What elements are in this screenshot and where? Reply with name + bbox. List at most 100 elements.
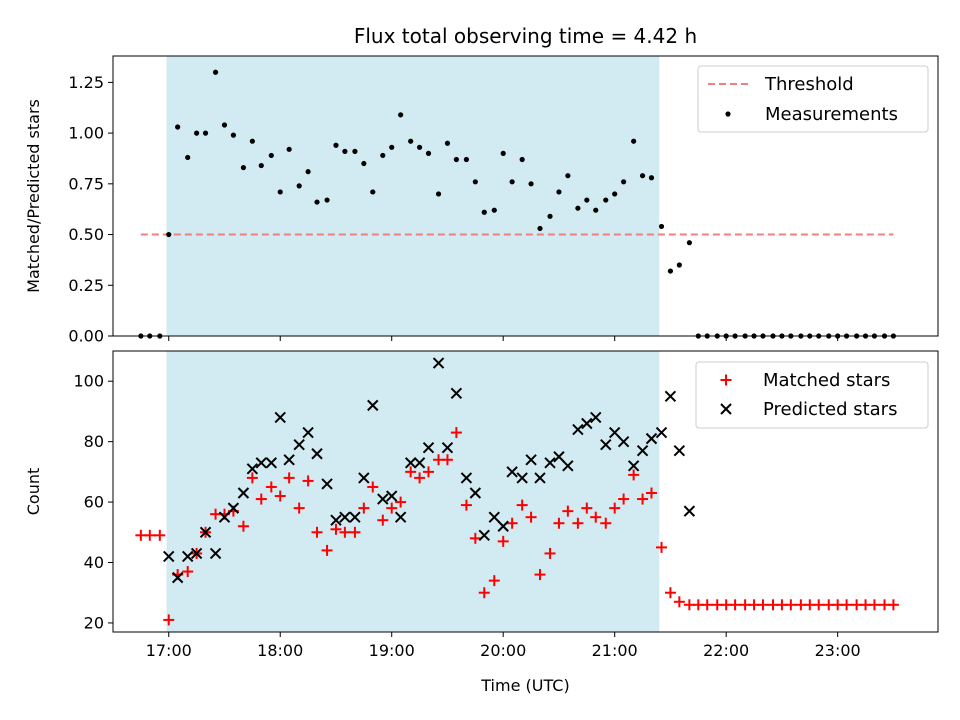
measurement-point <box>667 268 674 274</box>
predicted-point <box>321 478 333 490</box>
matched-point <box>497 535 509 547</box>
matched-point <box>283 472 295 484</box>
predicted-point <box>608 426 621 439</box>
measurement-point <box>268 152 274 159</box>
measurement-point <box>185 154 191 161</box>
matched-point <box>664 587 676 599</box>
x-tick-label: 19:00 <box>369 641 415 660</box>
predicted-point <box>386 490 398 502</box>
measurement-point <box>175 124 181 130</box>
matched-point <box>785 599 797 611</box>
x-tick-label: 23:00 <box>815 641 861 660</box>
measurement-point <box>519 156 525 163</box>
predicted-point <box>590 411 602 424</box>
predicted-point <box>469 487 482 499</box>
x-tick-label: 22:00 <box>703 641 749 660</box>
legend-threshold-label: Threshold <box>764 74 854 95</box>
legend-cross-mark <box>720 403 732 415</box>
measurement-point <box>547 213 553 219</box>
measurement-point <box>584 197 590 203</box>
matched-point <box>562 505 574 517</box>
measurement-point <box>621 179 627 185</box>
matched-point <box>534 569 546 581</box>
matched-point <box>330 523 342 535</box>
matched-point <box>618 493 630 505</box>
predicted-point <box>377 493 389 505</box>
measurement-point <box>305 169 311 175</box>
predicted-point <box>293 438 305 451</box>
measurement-point <box>416 144 423 150</box>
matched-point <box>441 454 453 466</box>
predicted-point <box>339 511 351 523</box>
predicted-point <box>572 423 584 436</box>
predicted-point <box>600 438 612 451</box>
matched-point <box>813 599 825 611</box>
measurement-point <box>249 138 255 144</box>
predicted-point <box>673 445 686 457</box>
measurement-point <box>463 156 470 163</box>
measurement-point <box>380 152 386 159</box>
matched-point <box>525 511 537 523</box>
matched-point <box>506 517 518 529</box>
predicted-point <box>227 502 240 514</box>
matched-point <box>237 520 249 532</box>
matched-point <box>255 493 267 505</box>
matched-point <box>293 502 305 514</box>
matched-point <box>302 475 314 487</box>
legend-predicted-label: Predicted stars <box>763 399 897 420</box>
bottom-legend-box <box>695 361 929 429</box>
predicted-point <box>274 411 286 424</box>
measurement-point <box>230 132 237 138</box>
predicted-point <box>163 550 175 563</box>
matched-point <box>645 487 657 499</box>
predicted-point <box>209 547 222 560</box>
matched-point <box>377 514 389 526</box>
matched-point <box>358 502 370 514</box>
measurement-point <box>286 146 292 152</box>
x-tick-label: 20:00 <box>480 641 526 660</box>
measurement-point <box>648 175 655 181</box>
predicted-point <box>450 387 463 400</box>
measurement-point <box>212 69 219 75</box>
matched-point <box>154 529 166 541</box>
predicted-point <box>534 472 546 484</box>
top-legend-box <box>697 65 929 133</box>
matched-point <box>386 502 398 514</box>
predicted-point <box>441 441 454 454</box>
predicted-point <box>302 426 314 439</box>
matched-point <box>265 481 277 493</box>
predicted-point <box>544 457 556 469</box>
y-tick-label: 100 <box>73 372 104 391</box>
matched-point <box>321 544 333 556</box>
matched-point <box>590 511 602 523</box>
measurement-point <box>258 162 264 169</box>
bottom-axes-frame <box>112 350 939 633</box>
matched-point <box>553 517 565 529</box>
y-tick-label: 60 <box>84 493 104 512</box>
x-tick-label: 21:00 <box>592 641 638 660</box>
measurement-point <box>240 164 247 171</box>
measurement-point <box>500 150 506 156</box>
bottom-ylabel: Count <box>24 468 43 516</box>
y-tick-label: 1.25 <box>68 73 104 92</box>
matched-point <box>516 499 528 511</box>
predicted-point <box>190 547 203 560</box>
matched-point <box>488 575 500 587</box>
matched-point <box>868 599 880 611</box>
matched-point <box>478 587 490 599</box>
measurement-point <box>342 148 348 154</box>
matched-point <box>414 472 426 484</box>
y-tick-label: 0.00 <box>68 327 104 346</box>
measurement-point <box>324 197 330 203</box>
y-tick-label: 20 <box>84 613 104 632</box>
predicted-point <box>636 445 649 457</box>
measurement-point <box>537 225 543 232</box>
matched-point <box>339 526 351 538</box>
predicted-point <box>367 399 379 412</box>
matched-point <box>349 526 361 538</box>
measurement-point <box>398 112 404 118</box>
matched-point <box>311 526 323 538</box>
measurement-point <box>361 160 367 167</box>
legend-plus-mark <box>720 374 732 386</box>
measurement-point <box>435 191 442 197</box>
